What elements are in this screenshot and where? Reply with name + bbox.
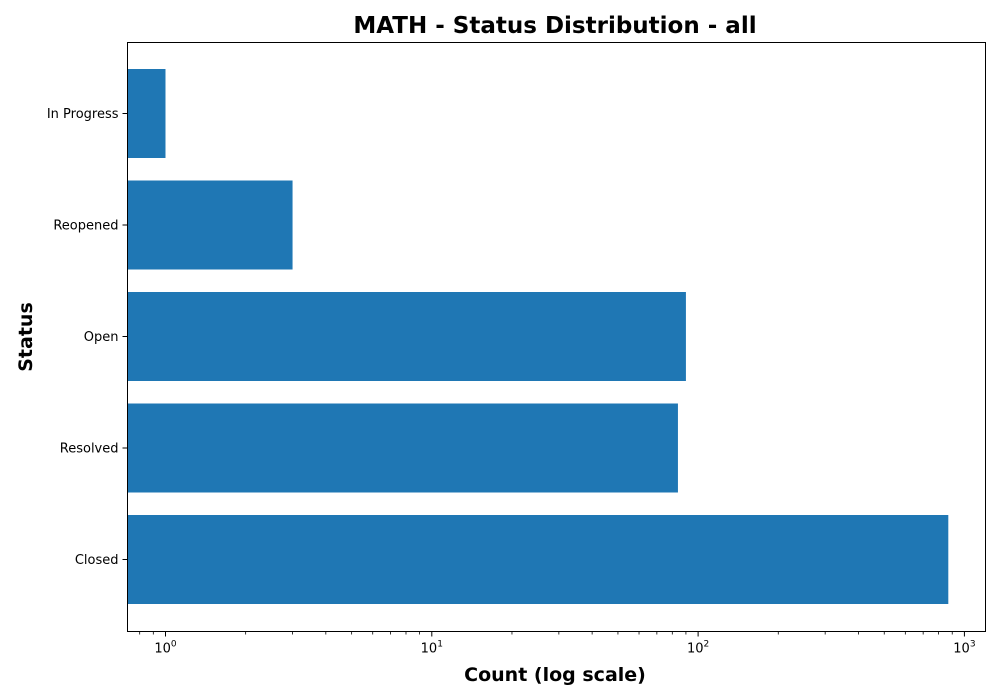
y-tick-label: In Progress (47, 107, 119, 122)
x-tick-exponent: 2 (704, 640, 710, 650)
x-tick-label: 103 (953, 640, 975, 657)
x-tick-exponent: 1 (437, 640, 443, 650)
x-tick-label: 100 (154, 640, 177, 657)
bar-reopened (127, 180, 293, 270)
bar-closed (127, 515, 949, 604)
x-axis: 100 101 102 103 (139, 631, 976, 657)
x-axis-label: Count (log scale) (464, 664, 646, 686)
bar-resolved (127, 403, 678, 493)
bar-in-progress (127, 69, 166, 158)
x-tick-exponent: 3 (970, 640, 976, 650)
x-tick-label: 101 (421, 640, 443, 657)
y-tick-label: Closed (75, 553, 119, 568)
bars-group (127, 69, 949, 604)
chart-title: MATH - Status Distribution - all (353, 13, 756, 39)
y-tick-label: Resolved (60, 442, 119, 457)
y-tick-label: Reopened (53, 219, 118, 234)
y-axis-label: Status (15, 302, 37, 372)
y-tick-label: Open (84, 330, 119, 345)
x-tick-exponent: 0 (171, 640, 177, 650)
bar-open (127, 292, 686, 381)
y-axis: Closed Resolved Open Reopened In Progress (47, 107, 128, 568)
x-tick-label: 102 (687, 640, 709, 657)
